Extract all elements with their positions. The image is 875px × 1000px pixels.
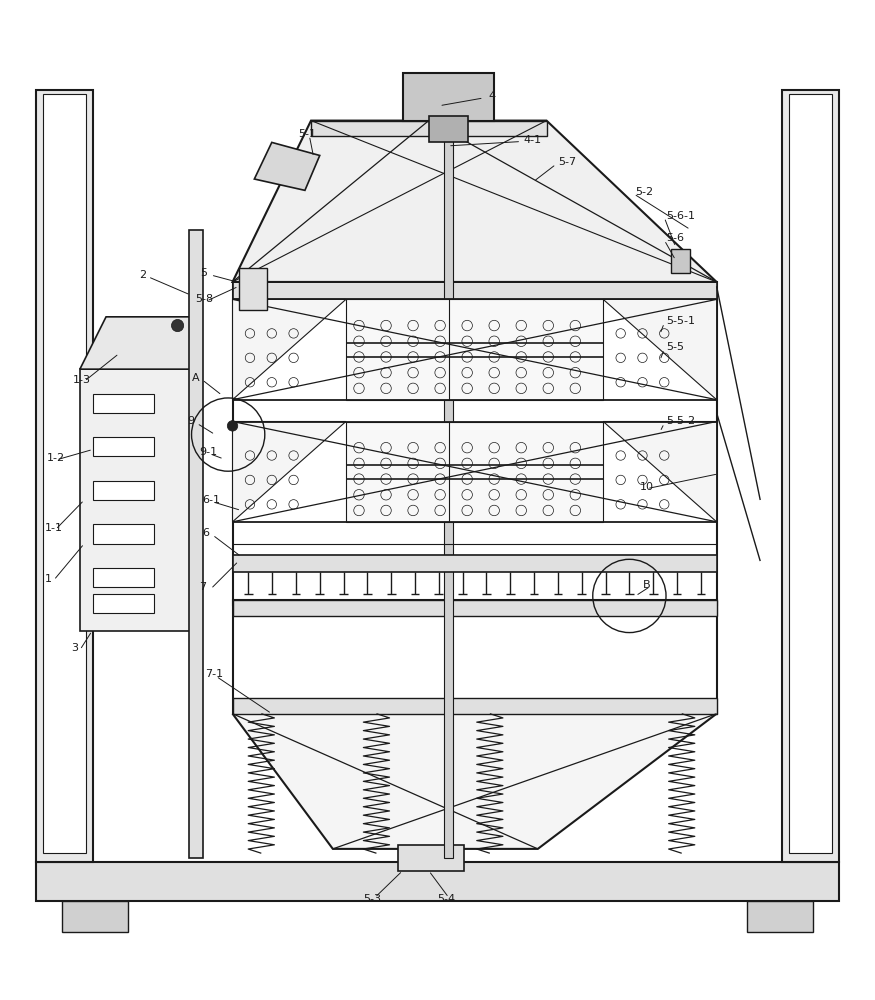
Bar	[789, 94, 832, 853]
Text: 7: 7	[200, 582, 206, 592]
Bar	[233, 282, 717, 312]
Text: 5-1: 5-1	[298, 129, 316, 139]
Text: 5-8: 5-8	[195, 294, 214, 304]
Bar	[444, 138, 453, 858]
Text: 5-7: 5-7	[558, 157, 576, 167]
Bar	[233, 698, 717, 714]
Bar	[80, 369, 193, 631]
Bar	[36, 862, 839, 901]
Text: 5-5-2: 5-5-2	[666, 416, 695, 426]
Bar	[189, 230, 203, 858]
Bar	[93, 437, 154, 456]
Text: 5: 5	[200, 268, 207, 278]
Text: B: B	[643, 580, 651, 590]
Bar	[93, 524, 154, 544]
Text: 5-5: 5-5	[666, 342, 684, 352]
Text: 5-4: 5-4	[438, 894, 456, 904]
Text: 7-1: 7-1	[206, 669, 224, 679]
Bar	[62, 901, 128, 932]
Text: 1: 1	[45, 574, 52, 584]
Text: 6: 6	[202, 528, 209, 538]
Bar	[233, 555, 717, 572]
Bar	[346, 299, 603, 400]
Text: 9-1: 9-1	[200, 447, 218, 457]
Bar	[398, 845, 464, 871]
Polygon shape	[233, 422, 346, 522]
Bar	[93, 568, 154, 587]
Text: 5-6: 5-6	[666, 233, 684, 243]
Polygon shape	[233, 299, 346, 400]
Bar	[239, 268, 267, 310]
Polygon shape	[603, 422, 717, 522]
Text: 9: 9	[187, 416, 194, 426]
Bar	[747, 901, 813, 932]
Circle shape	[228, 421, 238, 431]
Bar	[346, 422, 603, 522]
Bar	[311, 121, 547, 136]
Bar	[233, 422, 717, 522]
Text: 5-2: 5-2	[635, 187, 654, 197]
Text: 10: 10	[640, 482, 654, 492]
Bar	[671, 249, 690, 273]
Bar	[233, 282, 717, 605]
Text: 2: 2	[139, 270, 146, 280]
Text: 3: 3	[71, 643, 78, 653]
Bar	[93, 481, 154, 500]
Bar	[93, 394, 154, 413]
Bar	[429, 116, 468, 142]
Polygon shape	[233, 714, 717, 849]
Polygon shape	[603, 299, 717, 400]
Polygon shape	[233, 121, 717, 282]
Text: 5-6-1: 5-6-1	[666, 211, 695, 221]
Text: 6-1: 6-1	[202, 495, 220, 505]
Circle shape	[172, 319, 184, 332]
Text: 5-5-1: 5-5-1	[666, 316, 695, 326]
Text: 1-2: 1-2	[46, 453, 65, 463]
Bar	[782, 90, 839, 862]
Text: 1-1: 1-1	[45, 523, 63, 533]
Polygon shape	[255, 142, 319, 190]
Text: 1-3: 1-3	[73, 375, 91, 385]
Text: 4: 4	[488, 91, 495, 101]
Text: 4-1: 4-1	[523, 135, 541, 145]
Bar	[233, 600, 717, 714]
Bar	[233, 600, 717, 616]
Bar	[233, 299, 717, 400]
Text: 5-3: 5-3	[363, 894, 382, 904]
Bar	[402, 73, 494, 121]
Bar	[43, 94, 86, 853]
Bar	[93, 594, 154, 613]
Text: A: A	[192, 373, 200, 383]
Polygon shape	[80, 317, 193, 369]
Bar	[36, 90, 93, 862]
